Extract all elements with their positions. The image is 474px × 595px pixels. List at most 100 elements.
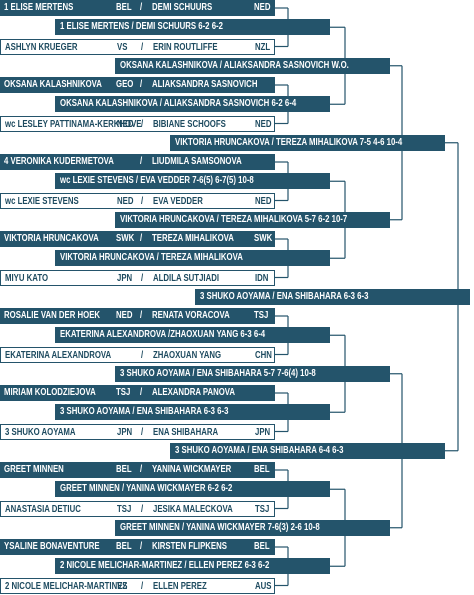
- round2-result: OKSANA KALASHNIKOVA / ALIAKSANDRA SASNOV…: [55, 96, 330, 113]
- entry-row: YSALINE BONAVENTURE BEL / KIRSTEN FLIPKENS B…: [0, 539, 275, 555]
- country-code: JPN: [117, 272, 133, 284]
- country-code: SWK: [116, 233, 135, 244]
- player-name: ROSALIE VAN DER HOEK: [4, 310, 101, 321]
- separator: /: [140, 156, 143, 167]
- round2-result: EKATERINA ALEXANDROVA /ZHAOXUAN YANG 6-3…: [55, 327, 330, 344]
- player-name: ELLEN PEREZ: [153, 580, 207, 592]
- separator: /: [140, 464, 143, 475]
- round2-result: 1 ELISE MERTENS / DEMI SCHUURS 6-2 6-2: [55, 19, 330, 36]
- country-code: BEL: [116, 464, 132, 475]
- semifinal-result: 3 SHUKO AOYAMA / ENA SHIBAHARA 6-4 6-3: [170, 442, 445, 459]
- country-code: SWK: [254, 233, 273, 244]
- entry-row: OKSANA KALASHNIKOVA GEO / ALIAKSANDRA SASNO…: [0, 77, 275, 93]
- round2-result: GREET MINNEN / YANINA WICKMAYER 6-2 6-2: [55, 481, 330, 498]
- separator: /: [141, 41, 144, 53]
- country-code: BEL: [254, 541, 270, 552]
- entry-row: 4 VERONIKA KUDERMETOVA / LIUDMILA SAMSONOV…: [0, 154, 275, 170]
- entry-row: ROSALIE VAN DER HOEK NED / RENATA VORACOVA T…: [0, 308, 275, 324]
- entry-row: EKATERINA ALEXANDROVA / ZHAOXUAN YANG CHN: [0, 346, 275, 363]
- player-name: MIRIAM KOLODZIEJOVA: [4, 387, 96, 398]
- entry-row: 2 NICOLE MELICHAR-MARTINEZ VS / ELLEN PEREZ…: [0, 577, 275, 594]
- separator: /: [140, 387, 143, 398]
- player-name: DEMI SCHUURS: [152, 2, 213, 13]
- country-code: BEL: [116, 541, 132, 552]
- round2-result: 3 SHUKO AOYAMA / ENA SHIBAHARA 6-3 6-3: [55, 404, 330, 421]
- player-name: YANINA WICKMAYER: [152, 464, 232, 475]
- pair-score: GREET MINNEN / YANINA WICKMAYER 6-2 6-2: [60, 483, 233, 495]
- pair-score: wc LEXIE STEVENS / EVA VEDDER 7-6(5) 6-7…: [60, 175, 254, 187]
- round2-result: 2 NICOLE MELICHAR-MARTINEZ / ELLEN PEREZ…: [55, 558, 330, 575]
- pair-score: 1 ELISE MERTENS / DEMI SCHUURS 6-2 6-2: [60, 21, 223, 33]
- separator: /: [141, 272, 144, 284]
- separator: /: [141, 426, 144, 438]
- country-code: TSJ: [117, 503, 132, 515]
- pair-score: VIKTORIA HRUNCAKOVA / TEREZA MIHALIKOVA …: [175, 136, 403, 148]
- country-code: TSJ: [255, 503, 270, 515]
- country-code: TSJ: [254, 310, 269, 321]
- pair-score: VIKTORIA HRUNCAKOVA / TEREZA MIHALIKOVA: [60, 252, 243, 264]
- country-code: NED: [254, 2, 271, 13]
- pair-score: 3 SHUKO AOYAMA / ENA SHIBAHARA 6-4 6-3: [175, 444, 344, 456]
- country-code: CHN: [255, 349, 272, 361]
- entry-row: ASHLYN KRUEGER VS / ERIN ROUTLIFFE NZL: [0, 38, 275, 55]
- country-code: JPN: [117, 426, 133, 438]
- pair-score: EKATERINA ALEXANDROVA /ZHAOXUAN YANG 6-3…: [60, 329, 266, 341]
- player-name: 4 VERONIKA KUDERMETOVA: [4, 156, 114, 167]
- entry-row: 3 SHUKO AOYAMA JPN / ENA SHIBAHARA JPN: [0, 423, 275, 440]
- country-code: NED: [255, 195, 272, 207]
- player-name: ERIN ROUTLIFFE: [153, 41, 218, 53]
- player-name: JESIKA MALECKOVA: [153, 503, 233, 515]
- player-name: ENA SHIBAHARA: [153, 426, 219, 438]
- round2-result: VIKTORIA HRUNCAKOVA / TEREZA MIHALIKOVA: [55, 250, 330, 267]
- country-code: NED: [117, 195, 134, 207]
- player-name: wc LEXIE STEVENS: [5, 195, 79, 207]
- player-name: OKSANA KALASHNIKOVA: [4, 79, 102, 90]
- separator: /: [140, 310, 143, 321]
- country-code: VS: [117, 580, 128, 592]
- country-code: GEO: [116, 79, 134, 90]
- country-code: AUS: [255, 580, 272, 592]
- player-name: LIUDMILA SAMSONOVA: [152, 156, 242, 167]
- separator: /: [141, 580, 144, 592]
- player-name: wc LESLEY PATTINAMA-KERKHOVE: [5, 118, 142, 130]
- country-code: IDN: [255, 272, 269, 284]
- country-code: VS: [117, 41, 128, 53]
- pair-score: OKSANA KALASHNIKOVA / ALIAKSANDRA SASNOV…: [60, 98, 297, 110]
- entry-row: MIRIAM KOLODZIEJOVA TSJ / ALEXANDRA PANOVA: [0, 385, 275, 401]
- pair-score: 3 SHUKO AOYAMA / ENA SHIBAHARA 6-3 6-3: [200, 290, 369, 302]
- country-code: BEL: [116, 2, 132, 13]
- player-name: 1 ELISE MERTENS: [4, 2, 74, 13]
- separator: /: [140, 79, 143, 90]
- entry-row: ANASTASIA DETIUC TSJ / JESIKA MALECKOVA TSJ: [0, 500, 275, 517]
- pair-score: 2 NICOLE MELICHAR-MARTINEZ / ELLEN PEREZ…: [60, 560, 270, 572]
- separator: /: [141, 118, 144, 130]
- quarterfinal-result: 3 SHUKO AOYAMA / ENA SHIBAHARA 5-7 7-6(4…: [115, 365, 390, 382]
- entry-row: wc LESLEY PATTINAMA-KERKHOVE NED / BIBIANE …: [0, 115, 275, 132]
- separator: /: [141, 503, 144, 515]
- player-name: BIBIANE SCHOOFS: [153, 118, 226, 130]
- player-name: ALIAKSANDRA SASNOVICH: [152, 79, 258, 90]
- entry-row: GREET MINNEN BEL / YANINA WICKMAYER BEL: [0, 462, 275, 478]
- entry-row: 1 ELISE MERTENS BEL / DEMI SCHUURS NED: [0, 0, 275, 16]
- country-code: NZL: [255, 41, 271, 53]
- entry-row: MIYU KATO JPN / ALDILA SUTJIADI IDN: [0, 269, 275, 286]
- country-code: BEL: [254, 464, 270, 475]
- entry-row: wc LEXIE STEVENS NED / EVA VEDDER NED: [0, 192, 275, 209]
- pair-score: 3 SHUKO AOYAMA / ENA SHIBAHARA 6-3 6-3: [60, 406, 229, 418]
- player-name: ALEXANDRA PANOVA: [152, 387, 236, 398]
- player-name: EVA VEDDER: [153, 195, 203, 207]
- country-code: NED: [117, 118, 134, 130]
- separator: /: [140, 2, 143, 13]
- player-name: RENATA VORACOVA: [152, 310, 230, 321]
- quarterfinal-result: OKSANA KALASHNIKOVA / ALIAKSANDRA SASNOV…: [115, 57, 390, 74]
- player-name: GREET MINNEN: [4, 464, 64, 475]
- pair-score: GREET MINNEN / YANINA WICKMAYER 7-6(3) 2…: [120, 521, 320, 533]
- player-name: ALDILA SUTJIADI: [153, 272, 220, 284]
- final-result: 3 SHUKO AOYAMA / ENA SHIBAHARA 6-3 6-3: [195, 288, 470, 305]
- player-name: KIRSTEN FLIPKENS: [152, 541, 227, 552]
- player-name: MIYU KATO: [5, 272, 49, 284]
- player-name: YSALINE BONAVENTURE: [4, 541, 100, 552]
- player-name: TEREZA MIHALIKOVA: [152, 233, 234, 244]
- country-code: TSJ: [116, 387, 131, 398]
